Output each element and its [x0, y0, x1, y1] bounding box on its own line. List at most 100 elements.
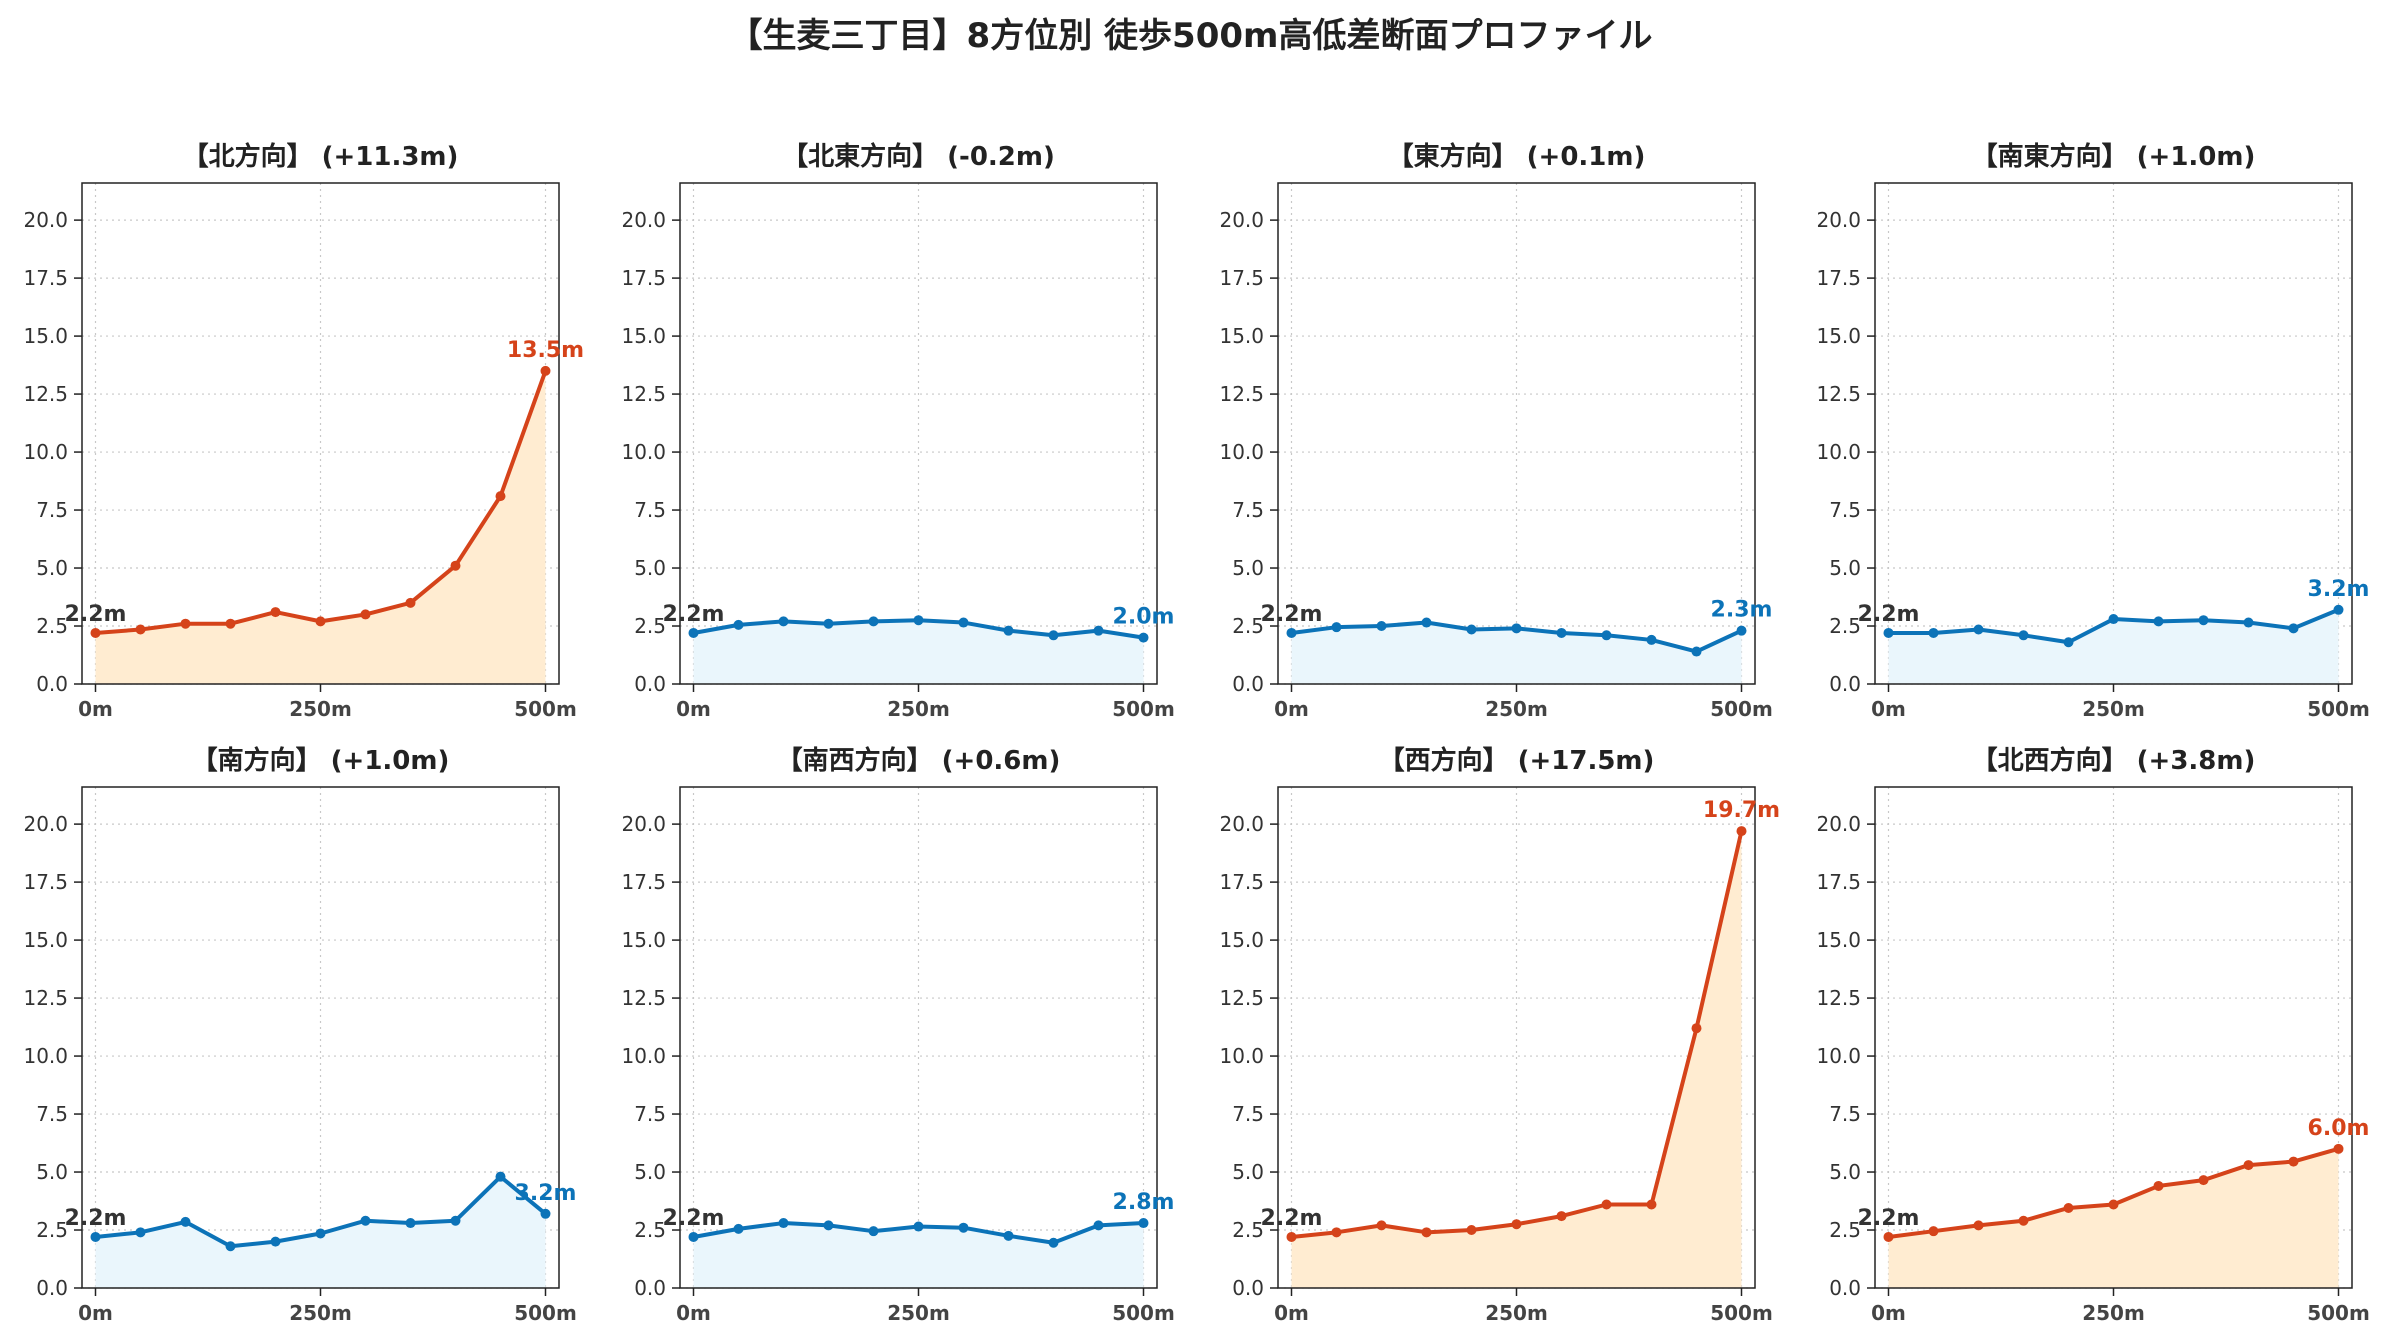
end-elevation-label: 2.3m — [1711, 598, 1773, 623]
y-tick-label: 2.5 — [1829, 1218, 1861, 1242]
data-point — [1511, 623, 1522, 634]
start-elevation-label: 2.2m — [1858, 602, 1920, 627]
data-point — [135, 1227, 146, 1238]
data-point — [868, 616, 879, 627]
y-tick-label: 7.5 — [36, 1102, 68, 1126]
y-tick-label: 15.0 — [23, 324, 68, 348]
data-point — [1286, 1231, 1297, 1242]
y-tick-label: 17.5 — [621, 870, 666, 894]
data-point — [1376, 1220, 1387, 1231]
x-tick-label: 0m — [78, 1301, 113, 1325]
data-point — [2153, 1180, 2164, 1191]
y-tick-label: 20.0 — [23, 812, 68, 836]
elevation-area — [693, 1223, 1144, 1288]
y-tick-label: 17.5 — [1219, 870, 1264, 894]
x-tick-label: 250m — [289, 1301, 352, 1325]
elevation-area — [1888, 609, 2339, 684]
data-point — [540, 1208, 551, 1219]
y-tick-label: 7.5 — [1232, 1102, 1264, 1126]
data-point — [1466, 624, 1477, 635]
y-tick-label: 5.0 — [634, 1160, 666, 1184]
data-point — [270, 1236, 281, 1247]
data-point — [1331, 1227, 1342, 1238]
profile-chart-5: 【南方向】 (+1.0m) 0.0 2.5 5.0 7.5 10.0 12.5 15.0 17.… — [23, 745, 576, 1325]
data-point — [1973, 1220, 1984, 1231]
start-elevation-label: 2.2m — [1261, 602, 1323, 627]
start-elevation-label: 2.2m — [663, 602, 725, 627]
start-elevation-label: 2.2m — [1261, 1206, 1323, 1231]
data-point — [2288, 1156, 2299, 1167]
data-point — [2243, 617, 2254, 628]
data-point — [1421, 617, 1432, 628]
end-elevation-label: 19.7m — [1703, 798, 1780, 823]
x-tick-label: 500m — [2307, 697, 2370, 721]
y-tick-label: 12.5 — [1816, 382, 1861, 406]
chart-title: 【南東方向】 (+1.0m) — [1972, 141, 2256, 172]
y-tick-label: 12.5 — [1816, 986, 1861, 1010]
end-elevation-label: 6.0m — [2308, 1116, 2370, 1141]
y-tick-label: 20.0 — [621, 208, 666, 232]
y-tick-label: 5.0 — [1829, 556, 1861, 580]
y-tick-label: 10.0 — [1219, 1044, 1264, 1068]
y-tick-label: 10.0 — [1816, 440, 1861, 464]
x-tick-label: 500m — [1112, 697, 1175, 721]
data-point — [1556, 627, 1567, 638]
y-tick-label: 15.0 — [621, 928, 666, 952]
y-tick-label: 12.5 — [621, 382, 666, 406]
chart-title: 【北西方向】 (+3.8m) — [1972, 745, 2256, 776]
y-tick-label: 12.5 — [23, 382, 68, 406]
y-tick-label: 5.0 — [36, 1160, 68, 1184]
data-point — [1973, 624, 1984, 635]
elevation-area — [1888, 1148, 2339, 1288]
x-tick-label: 500m — [514, 1301, 577, 1325]
y-tick-label: 17.5 — [1219, 266, 1264, 290]
x-tick-label: 250m — [1485, 1301, 1548, 1325]
y-tick-label: 0.0 — [36, 672, 68, 696]
y-tick-label: 7.5 — [634, 1102, 666, 1126]
data-point — [1048, 630, 1059, 641]
y-tick-label: 20.0 — [1219, 812, 1264, 836]
end-elevation-label: 3.2m — [2308, 577, 2370, 602]
elevation-area — [1291, 831, 1742, 1288]
data-point — [1093, 625, 1104, 636]
data-point — [2108, 614, 2119, 625]
y-tick-label: 5.0 — [634, 556, 666, 580]
start-elevation-label: 2.2m — [663, 1206, 725, 1231]
y-tick-label: 7.5 — [1829, 1102, 1861, 1126]
data-point — [1928, 1226, 1939, 1237]
plot-frame — [679, 182, 1158, 685]
y-tick-label: 15.0 — [1816, 324, 1861, 348]
data-point — [958, 1222, 969, 1233]
data-point — [958, 617, 969, 628]
data-point — [2153, 616, 2164, 627]
data-point — [1883, 1231, 1894, 1242]
data-point — [1093, 1220, 1104, 1231]
data-point — [2198, 1175, 2209, 1186]
y-tick-label: 10.0 — [621, 440, 666, 464]
data-point — [1883, 627, 1894, 638]
data-point — [1003, 1230, 1014, 1241]
y-tick-label: 17.5 — [621, 266, 666, 290]
data-point — [1466, 1225, 1477, 1236]
start-elevation-label: 2.2m — [65, 602, 127, 627]
data-point — [1646, 634, 1657, 645]
data-point — [225, 1241, 236, 1252]
x-tick-label: 250m — [1485, 697, 1548, 721]
data-point — [1736, 625, 1747, 636]
plot-frame — [1277, 182, 1756, 685]
y-tick-label: 15.0 — [23, 928, 68, 952]
plot-frame — [1874, 182, 2353, 685]
y-tick-label: 10.0 — [1816, 1044, 1861, 1068]
y-tick-label: 20.0 — [1816, 208, 1861, 232]
x-tick-label: 250m — [2082, 697, 2145, 721]
data-point — [360, 609, 371, 620]
data-point — [2288, 623, 2299, 634]
data-point — [778, 1218, 789, 1229]
data-point — [823, 618, 834, 629]
y-tick-label: 5.0 — [1232, 556, 1264, 580]
y-tick-label: 10.0 — [1219, 440, 1264, 464]
chart-title: 【東方向】 (+0.1m) — [1388, 141, 1646, 172]
y-tick-label: 2.5 — [1232, 614, 1264, 638]
x-tick-label: 0m — [1274, 1301, 1309, 1325]
end-elevation-label: 2.0m — [1113, 605, 1175, 630]
